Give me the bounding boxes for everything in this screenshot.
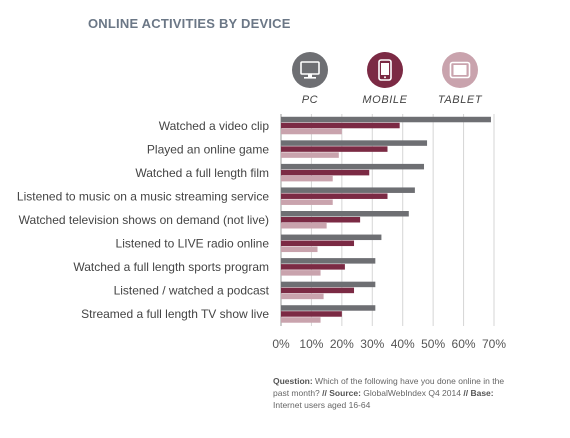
footnote-separator: //	[322, 388, 327, 398]
category-label: Listened to LIVE radio online	[116, 237, 270, 251]
bar-mobile	[281, 146, 388, 152]
bar-mobile	[281, 311, 342, 317]
tablet-icon	[449, 61, 471, 79]
footnote-question-text: Which of the following have you done onl…	[273, 376, 505, 398]
bar-tablet	[281, 223, 327, 229]
x-tick-label: 10%	[299, 337, 323, 351]
bar-tablet	[281, 175, 333, 182]
legend-swatch-tablet	[442, 52, 478, 88]
x-tick-label: 70%	[482, 337, 506, 351]
legend-item-pc: PC	[275, 52, 345, 106]
bar-pc	[281, 163, 425, 170]
bar-pc	[281, 211, 409, 217]
legend-swatch-pc	[292, 52, 328, 88]
footnote-source-text: GlobalWebIndex Q4 2014	[363, 388, 461, 398]
category-label: Listened to music on a music streaming s…	[17, 189, 269, 203]
bar-mobile	[281, 169, 370, 176]
x-tick-label: 30%	[360, 337, 384, 351]
bar-mobile	[281, 193, 388, 199]
bar-tablet	[281, 128, 342, 135]
legend-swatch-mobile	[367, 52, 403, 88]
bar-mobile	[281, 264, 345, 270]
category-label: Watched a full length film	[135, 166, 269, 180]
category-label: Listened / watched a podcast	[114, 284, 270, 298]
bar-mobile	[281, 240, 355, 247]
category-label: Watched a full length sports program	[73, 260, 269, 274]
bar-mobile	[281, 287, 355, 294]
category-label: Watched television shows on demand (not …	[19, 213, 269, 227]
desktop-monitor-icon	[300, 61, 320, 79]
footnote-source-label: Source:	[329, 388, 361, 398]
x-tick-label: 50%	[421, 337, 445, 351]
bar-tablet	[281, 246, 318, 253]
bar-mobile	[281, 122, 400, 129]
chart-title: ONLINE ACTIVITIES BY DEVICE	[88, 16, 291, 31]
legend-item-tablet: TABLET	[425, 52, 495, 106]
smartphone-icon	[378, 59, 392, 81]
category-label: Played an online game	[147, 142, 269, 156]
footnote-separator: //	[463, 388, 469, 398]
legend-item-mobile: MOBILE	[350, 52, 420, 106]
bar-pc	[281, 140, 428, 146]
x-tick-label: 60%	[452, 337, 476, 351]
x-tick-label: 0%	[272, 337, 290, 351]
category-label: Streamed a full length TV show live	[81, 307, 269, 321]
legend-label-pc: PC	[301, 94, 319, 106]
bar-tablet	[281, 293, 324, 300]
bar-pc	[281, 234, 382, 241]
bar-pc	[281, 305, 376, 311]
bar-pc	[281, 187, 415, 193]
footnote-base-label: Base:	[470, 388, 494, 398]
bar-pc	[281, 116, 491, 123]
bar-tablet	[281, 152, 339, 158]
x-tick-label: 40%	[391, 337, 415, 351]
category-label: Watched a video clip	[159, 119, 270, 133]
footnote-question-label: Question:	[273, 376, 313, 386]
footnote-base-text: Internet users aged 16-64	[273, 400, 371, 410]
bar-tablet	[281, 199, 333, 205]
bar-pc	[281, 281, 376, 288]
legend-label-mobile: MOBILE	[362, 94, 408, 106]
bar-pc	[281, 258, 376, 264]
legend-label-tablet: TABLET	[437, 94, 483, 106]
x-tick-label: 20%	[330, 337, 354, 351]
bar-mobile	[281, 217, 361, 223]
bar-tablet	[281, 317, 321, 323]
footnote: Question: Which of the following have yo…	[273, 375, 513, 411]
bar-tablet	[281, 270, 321, 276]
